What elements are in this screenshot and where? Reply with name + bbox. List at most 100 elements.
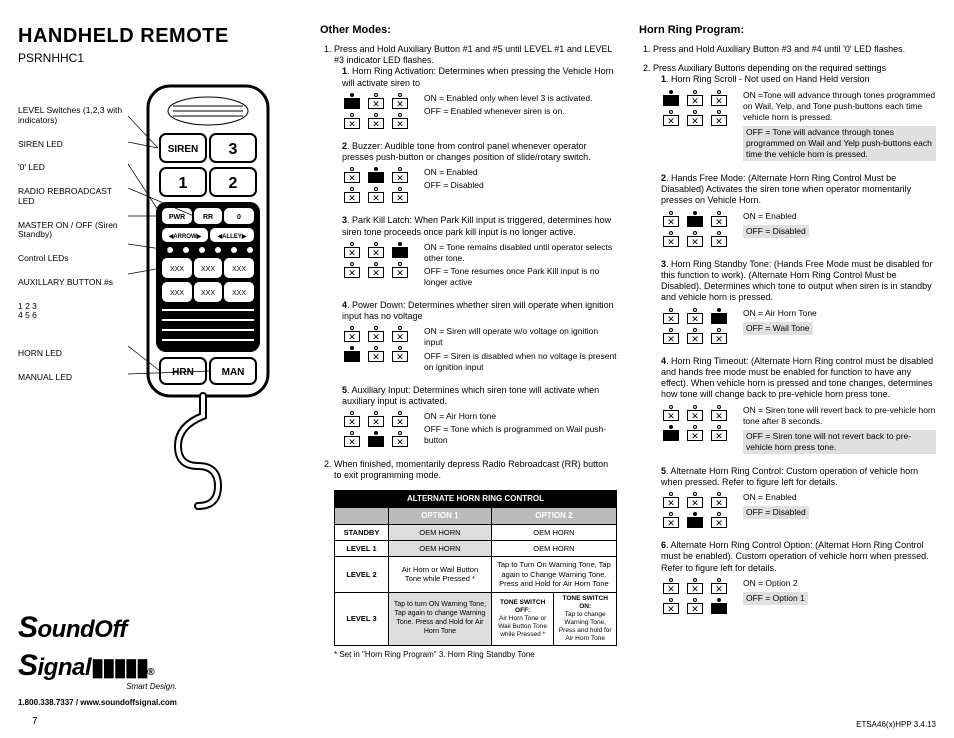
table-col: OPTION 1: [389, 507, 492, 524]
item-title: 2. Buzzer: Audible tone from control pan…: [342, 141, 617, 164]
callout-list: LEVEL Switches (1,2,3 with indicators) S…: [18, 106, 128, 397]
switch-labels: ON = Enabled OFF = Disabled: [743, 492, 936, 521]
on-label: ON = Siren tone will revert back to pre-…: [743, 405, 936, 427]
switch-labels: ON = Enabled OFF = Disabled: [743, 211, 936, 240]
svg-text:PWR: PWR: [169, 214, 185, 221]
page-title: HANDHELD REMOTE: [18, 24, 298, 49]
item-title: 1. Horn Ring Scroll - Not used on Hand H…: [661, 74, 936, 85]
on-label: ON = Siren will operate w/o voltage on i…: [424, 326, 617, 348]
section-heading: Other Modes:: [320, 24, 617, 38]
table-row: LEVEL 2 Air Horn or Wail Button Tone whi…: [335, 557, 617, 592]
table-col: OPTION 2: [491, 507, 616, 524]
on-label: ON = Option 2: [743, 578, 936, 589]
page-subtitle: PSRNHHC1: [18, 51, 298, 66]
switch-labels: ON = Enabled OFF = Disabled: [424, 167, 617, 193]
switch-labels: ON = Siren will operate w/o voltage on i…: [424, 326, 617, 374]
callout: HORN LED: [18, 349, 128, 359]
intro-text: Press and Hold Auxiliary Button #1 and #…: [334, 44, 612, 65]
svg-text:RR: RR: [203, 214, 213, 221]
switch-labels: ON = Air Horn tone OFF = Tone which is p…: [424, 411, 617, 448]
switch-diagram: [661, 308, 729, 346]
page-number: 7: [32, 716, 38, 729]
on-label: ON = Enabled: [743, 211, 936, 222]
svg-text:XXX: XXX: [201, 290, 215, 297]
callout: AUXILLARY BUTTON #s: [18, 278, 128, 288]
on-label: ON = Tone remains disabled until operato…: [424, 242, 617, 264]
switch-labels: ON = Air Horn Tone OFF = Wail Tone: [743, 308, 936, 337]
remote-illustration: SIREN 3 1 2 PWR RR 0 ◀ARROW▶ ◀ALLEY▶: [128, 76, 288, 516]
on-label: ON = Enabled only when level 3 is activa…: [424, 93, 617, 104]
item-title: 2. Hands Free Mode: (Alternate Horn Ring…: [661, 173, 936, 207]
switch-labels: ON = Siren tone will revert back to pre-…: [743, 405, 936, 456]
off-label: OFF = Tone resumes once Park Kill input …: [424, 266, 617, 288]
off-label: OFF = Disabled: [424, 180, 617, 191]
svg-text:◀ALLEY▶: ◀ALLEY▶: [217, 233, 247, 240]
intro2-text: Press Auxiliary Buttons depending on the…: [653, 63, 886, 73]
switch-diagram: [342, 411, 410, 449]
on-label: ON = Air Horn tone: [424, 411, 617, 422]
callout: MASTER ON / OFF (Siren Standby): [18, 221, 128, 241]
callout: Control LEDs: [18, 254, 128, 264]
table-row: LEVEL 3 Tap to turn ON Warning Tone, Tap…: [335, 592, 617, 646]
table-title: ALTERNATE HORN RING CONTROL: [335, 490, 617, 507]
switch-diagram: [342, 167, 410, 205]
switch-labels: ON = Option 2 OFF = Option 1: [743, 578, 936, 607]
on-label: ON = Enabled: [424, 167, 617, 178]
callout: '0' LED: [18, 163, 128, 173]
exit-text: When finished, momentarily depress Radio…: [334, 459, 608, 480]
item-title: 3. Horn Ring Standby Tone: (Hands Free M…: [661, 259, 936, 304]
callout: SIREN LED: [18, 140, 128, 150]
footer-code: ETSA46(x)HPP 3.4.13: [856, 720, 936, 730]
aux-row: 1 2 3: [18, 301, 37, 311]
switch-diagram: [661, 578, 729, 616]
program-item: 5. Alternate Horn Ring Control: Custom o…: [661, 466, 936, 531]
switch-diagram: [661, 405, 729, 443]
logo-block: SoundOffSignal▮▮▮▮▮® Smart Design. 1.800…: [18, 609, 177, 708]
svg-text:XXX: XXX: [201, 266, 215, 273]
other-modes-section: Other Modes: Press and Hold Auxiliary Bu…: [320, 24, 617, 728]
switch-labels: ON =Tone will advance through tones prog…: [743, 90, 936, 163]
svg-text:XXX: XXX: [170, 290, 184, 297]
switch-diagram: [342, 242, 410, 280]
off-label: OFF = Option 1: [743, 591, 936, 605]
on-label: ON =Tone will advance through tones prog…: [743, 90, 936, 123]
item-title: 4. Horn Ring Timeout: (Alternate Horn Ri…: [661, 356, 936, 401]
section-heading: Horn Ring Program:: [639, 24, 936, 38]
item-title: 5. Alternate Horn Ring Control: Custom o…: [661, 466, 936, 489]
svg-text:1: 1: [179, 175, 188, 192]
off-label: OFF = Tone which is programmed on Wail p…: [424, 424, 617, 446]
switch-labels: ON = Tone remains disabled until operato…: [424, 242, 617, 290]
intro-step: Press and Hold Auxiliary Button #3 and #…: [653, 44, 936, 55]
svg-text:XXX: XXX: [232, 290, 246, 297]
brand-contact: 1.800.338.7337 / www.soundoffsignal.com: [18, 698, 177, 708]
svg-text:XXX: XXX: [232, 266, 246, 273]
off-label: OFF = Siren is disabled when no voltage …: [424, 351, 617, 373]
program-item: 3. Horn Ring Standby Tone: (Hands Free M…: [661, 259, 936, 346]
horn-ring-section: Horn Ring Program: Press and Hold Auxili…: [639, 24, 936, 728]
svg-text:2: 2: [229, 175, 238, 192]
off-label: OFF = Disabled: [743, 224, 936, 238]
program-item: 1. Horn Ring Activation: Determines when…: [342, 66, 617, 131]
item-title: 5. Auxiliary Input: Determines which sir…: [342, 385, 617, 408]
off-label: OFF = Siren tone will not revert back to…: [743, 429, 936, 454]
switch-diagram: [342, 326, 410, 364]
off-label: OFF = Wail Tone: [743, 321, 936, 335]
callout: LEVEL Switches (1,2,3 with indicators): [18, 106, 128, 126]
brand-logo: SoundOffSignal▮▮▮▮▮®: [18, 609, 177, 684]
switch-diagram: [342, 93, 410, 131]
intro-step-2: Press Auxiliary Buttons depending on the…: [653, 63, 936, 616]
item-title: 6. Alternate Horn Ring Control Option: (…: [661, 540, 936, 574]
svg-text:XXX: XXX: [170, 266, 184, 273]
item-title: 4. Power Down: Determines whether siren …: [342, 300, 617, 323]
item-title: 3. Park Kill Latch: When Park Kill input…: [342, 215, 617, 238]
item-title: 1. Horn Ring Activation: Determines when…: [342, 66, 617, 89]
program-item: 4. Horn Ring Timeout: (Alternate Horn Ri…: [661, 356, 936, 456]
remote-diagram: LEVEL Switches (1,2,3 with indicators) S…: [18, 76, 298, 596]
on-label: ON = Enabled: [743, 492, 936, 503]
alternate-horn-ring-table: ALTERNATE HORN RING CONTROL OPTION 1OPTI…: [334, 490, 617, 647]
switch-labels: ON = Enabled only when level 3 is activa…: [424, 93, 617, 119]
exit-step: When finished, momentarily depress Radio…: [334, 459, 617, 660]
aux-numbers: 1 2 3 4 5 6: [18, 302, 128, 322]
svg-text:MAN: MAN: [222, 367, 245, 378]
svg-text:3: 3: [229, 141, 238, 158]
